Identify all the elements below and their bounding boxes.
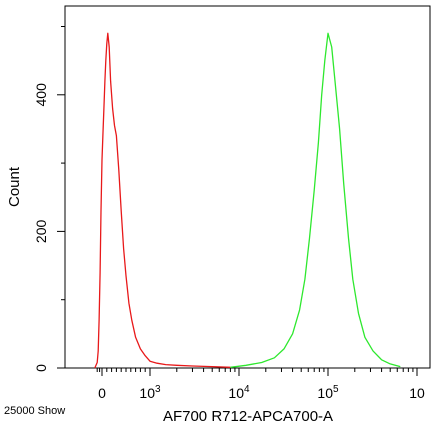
series-line-0	[94, 32, 231, 369]
x-axis: 0 103 104 105 10	[96, 368, 425, 401]
x-axis-title: AF700 R712-APCA700-A	[163, 408, 333, 425]
series-line-1	[230, 32, 401, 368]
plot-frame	[64, 5, 431, 369]
y-tick-label: 0	[33, 364, 49, 372]
y-tick-label: 200	[33, 220, 49, 244]
x-tick-label: 103	[139, 384, 161, 401]
chart-footnote: 25000 Show	[4, 405, 65, 417]
series-layer	[94, 32, 401, 369]
x-tick-label: 105	[317, 384, 339, 401]
x-tick-label: 0	[98, 385, 106, 401]
y-axis-title: Count	[6, 166, 23, 207]
x-tick-label: 10	[409, 385, 425, 401]
y-tick-label: 400	[33, 83, 49, 107]
x-tick-label: 104	[228, 384, 250, 401]
y-axis: 0 200 400	[33, 25, 65, 372]
